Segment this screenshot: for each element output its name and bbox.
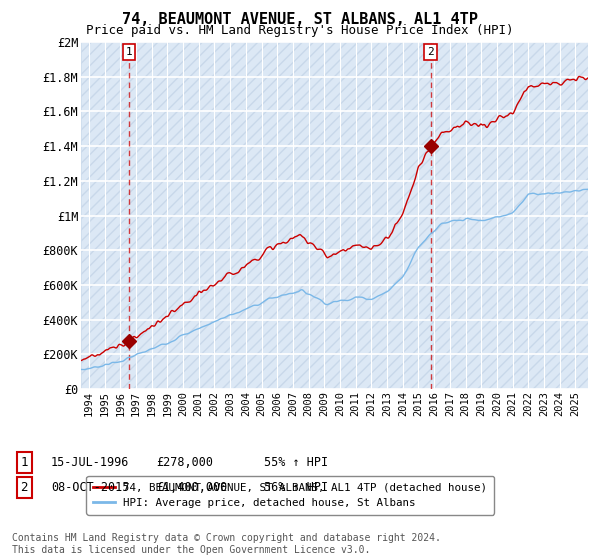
Text: 56% ↑ HPI: 56% ↑ HPI xyxy=(264,480,328,494)
Text: 2: 2 xyxy=(427,47,434,57)
Legend: 74, BEAUMONT AVENUE, ST ALBANS, AL1 4TP (detached house), HPI: Average price, de: 74, BEAUMONT AVENUE, ST ALBANS, AL1 4TP … xyxy=(86,476,494,515)
Text: £278,000: £278,000 xyxy=(156,455,213,469)
Text: £1,400,000: £1,400,000 xyxy=(156,480,227,494)
Text: Contains HM Land Registry data © Crown copyright and database right 2024.
This d: Contains HM Land Registry data © Crown c… xyxy=(12,533,441,555)
Text: 08-OCT-2015: 08-OCT-2015 xyxy=(51,480,130,494)
Text: 2: 2 xyxy=(20,481,28,494)
Text: 1: 1 xyxy=(20,456,28,469)
Text: 74, BEAUMONT AVENUE, ST ALBANS, AL1 4TP: 74, BEAUMONT AVENUE, ST ALBANS, AL1 4TP xyxy=(122,12,478,27)
Text: 1: 1 xyxy=(125,47,132,57)
Text: 15-JUL-1996: 15-JUL-1996 xyxy=(51,455,130,469)
Text: Price paid vs. HM Land Registry's House Price Index (HPI): Price paid vs. HM Land Registry's House … xyxy=(86,24,514,37)
Text: 55% ↑ HPI: 55% ↑ HPI xyxy=(264,455,328,469)
